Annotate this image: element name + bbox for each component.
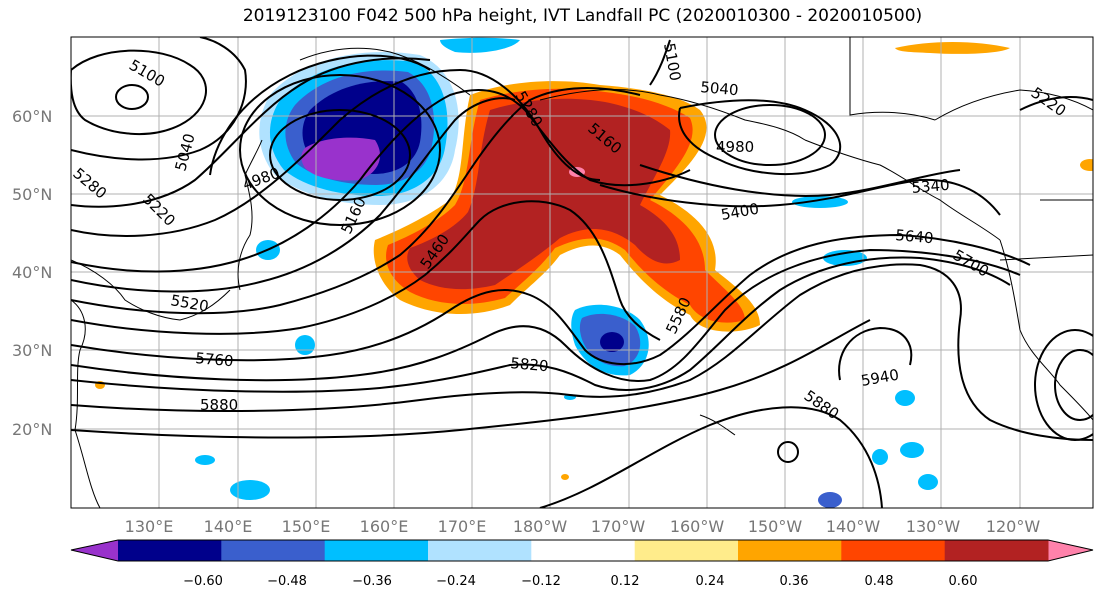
map-title: 2019123100 F042 500 hPa height, IVT Land…: [242, 6, 923, 26]
colorbar-swatch: [324, 540, 429, 561]
colorbar-swatch: [944, 540, 1049, 561]
lon-label: 180°W: [513, 517, 568, 536]
colorbar-tick: −0.24: [436, 574, 476, 589]
contour-label: 5820: [510, 354, 550, 375]
ivt-positive-shading: [95, 42, 1093, 480]
contour-label: 5880: [200, 396, 238, 414]
colorbar-tick: 0.60: [949, 574, 978, 589]
height-contours: [71, 37, 1093, 508]
lon-label: 130°E: [125, 517, 174, 536]
map-frame: [70, 36, 1094, 509]
lon-label: 130°W: [906, 517, 961, 536]
lat-label: 40°N: [12, 263, 52, 282]
colorbar-swatch: [531, 540, 636, 561]
lon-label: 160°E: [360, 517, 409, 536]
colorbar-outline: [70, 539, 1094, 562]
lon-label: 170°E: [438, 517, 487, 536]
colorbar-swatch: [221, 540, 326, 561]
colorbar-tick: −0.60: [183, 574, 223, 589]
map-area: 5100 5040 4980 5280 5220 5160 5280 5160 …: [71, 37, 1093, 508]
contour-label: 4980: [716, 138, 754, 156]
lon-label: 160°W: [670, 517, 725, 536]
colorbar-swatch: [738, 540, 842, 561]
colorbar-tick: 0.36: [780, 574, 809, 589]
latitude-labels: 60°N 50°N 40°N 30°N 20°N: [12, 107, 52, 439]
lat-label: 60°N: [12, 107, 52, 126]
contour-label: 5760: [195, 349, 235, 370]
lon-label: 140°E: [204, 517, 253, 536]
colorbar-tick: −0.48: [267, 574, 307, 589]
contour-label: 5640: [895, 226, 935, 247]
lat-label: 20°N: [12, 420, 52, 439]
lon-label: 150°E: [282, 517, 331, 536]
colorbar-tick: 0.48: [865, 574, 894, 589]
longitude-labels: 130°E 140°E 150°E 160°E 170°E 180°W 170°…: [125, 517, 1041, 536]
contour-label: 5040: [700, 78, 740, 99]
colorbar-swatches: [118, 540, 1049, 561]
colorbar-swatch: [841, 540, 946, 561]
lon-label: 170°W: [591, 517, 646, 536]
colorbar-swatch: [118, 540, 222, 561]
gridlines: [71, 37, 1093, 508]
colorbar-extend-left: [71, 540, 118, 561]
coastlines: [71, 37, 1093, 508]
colorbar-tick: 0.12: [611, 574, 640, 589]
lon-label: 150°W: [748, 517, 803, 536]
lon-label: 120°W: [986, 517, 1041, 536]
lat-label: 30°N: [12, 341, 52, 360]
colorbar-swatch: [634, 540, 739, 561]
colorbar-tick: 0.24: [696, 574, 725, 589]
colorbar-swatch: [428, 540, 532, 561]
lat-label: 50°N: [12, 185, 52, 204]
colorbar: −0.60 −0.48 −0.36 −0.24 −0.12 0.12 0.24 …: [70, 539, 1094, 589]
lon-label: 140°W: [826, 517, 881, 536]
colorbar-tick: −0.36: [352, 574, 392, 589]
colorbar-tick: −0.12: [521, 574, 561, 589]
colorbar-extend-right: [1048, 540, 1093, 561]
contour-label: 5340: [911, 176, 951, 197]
